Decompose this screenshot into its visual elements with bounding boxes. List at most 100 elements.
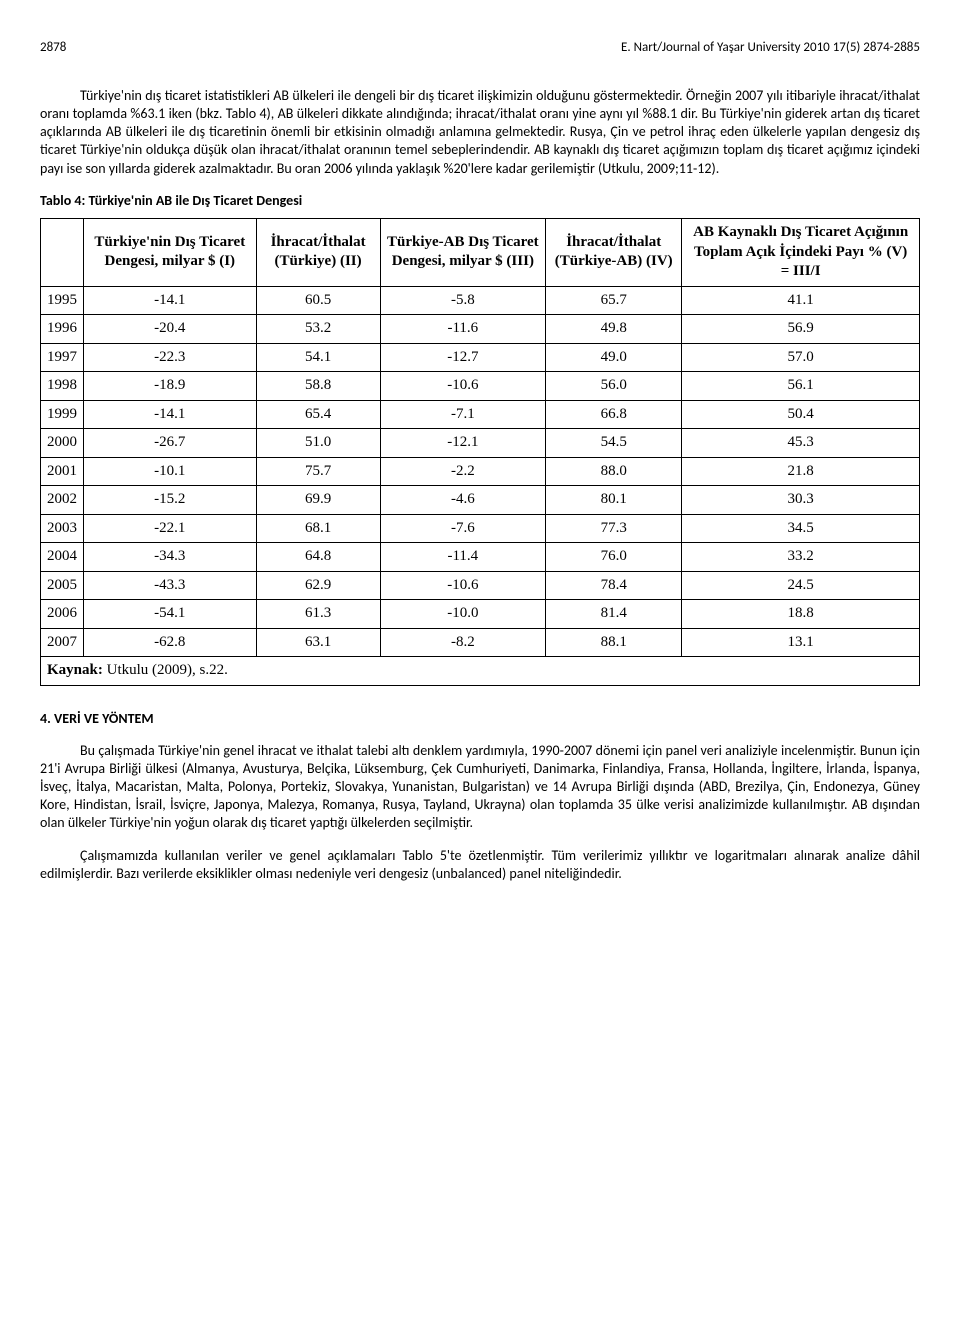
header-col1: Türkiye'nin Dış Ticaret Dengesi, milyar … xyxy=(84,219,257,287)
cell-c4: 80.1 xyxy=(546,486,682,515)
cell-year: 2004 xyxy=(41,543,84,572)
cell-c3: -8.2 xyxy=(380,628,545,657)
cell-year: 1998 xyxy=(41,372,84,401)
table-row: 2007-62.863.1-8.288.113.1 xyxy=(41,628,920,657)
cell-c5: 30.3 xyxy=(682,486,920,515)
cell-c5: 56.9 xyxy=(682,315,920,344)
table4-title: Tablo 4: Türkiye'nin AB ile Dış Ticaret … xyxy=(40,192,920,210)
cell-c4: 49.0 xyxy=(546,343,682,372)
section4-p1: Bu çalışmada Türkiye'nin genel ihracat v… xyxy=(40,742,920,833)
cell-c2: 60.5 xyxy=(256,286,380,315)
section4-p2: Çalışmamızda kullanılan veriler ve genel… xyxy=(40,847,920,883)
page-header: 2878 E. Nart/Journal of Yaşar University… xyxy=(40,40,920,57)
cell-c3: -7.1 xyxy=(380,400,545,429)
header-col4: İhracat/İthalat (Türkiye-AB) (IV) xyxy=(546,219,682,287)
cell-c2: 62.9 xyxy=(256,571,380,600)
cell-c2: 68.1 xyxy=(256,514,380,543)
header-col2: İhracat/İthalat (Türkiye) (II) xyxy=(256,219,380,287)
source-text: Utkulu (2009), s.22. xyxy=(103,662,228,678)
cell-c1: -14.1 xyxy=(84,400,257,429)
cell-c3: -10.0 xyxy=(380,600,545,629)
cell-year: 2002 xyxy=(41,486,84,515)
cell-c1: -54.1 xyxy=(84,600,257,629)
table-row: 2006-54.161.3-10.081.418.8 xyxy=(41,600,920,629)
cell-c1: -15.2 xyxy=(84,486,257,515)
cell-c5: 41.1 xyxy=(682,286,920,315)
cell-c2: 65.4 xyxy=(256,400,380,429)
table-row: 2003-22.168.1-7.677.334.5 xyxy=(41,514,920,543)
cell-c5: 57.0 xyxy=(682,343,920,372)
cell-year: 1999 xyxy=(41,400,84,429)
cell-c3: -11.6 xyxy=(380,315,545,344)
cell-c3: -4.6 xyxy=(380,486,545,515)
cell-c2: 69.9 xyxy=(256,486,380,515)
cell-c3: -10.6 xyxy=(380,372,545,401)
cell-year: 2006 xyxy=(41,600,84,629)
cell-c3: -12.1 xyxy=(380,429,545,458)
cell-c2: 64.8 xyxy=(256,543,380,572)
table4: Türkiye'nin Dış Ticaret Dengesi, milyar … xyxy=(40,218,920,686)
table-row: 2001-10.175.7-2.288.021.8 xyxy=(41,457,920,486)
table-row: 1995-14.160.5-5.865.741.1 xyxy=(41,286,920,315)
cell-year: 2003 xyxy=(41,514,84,543)
source-label: Kaynak: xyxy=(47,662,103,678)
cell-c2: 54.1 xyxy=(256,343,380,372)
section4-title: 4. VERİ VE YÖNTEM xyxy=(40,710,920,728)
table-row: 2004-34.364.8-11.476.033.2 xyxy=(41,543,920,572)
header-col3: Türkiye-AB Dış Ticaret Dengesi, milyar $… xyxy=(380,219,545,287)
cell-c4: 81.4 xyxy=(546,600,682,629)
cell-c1: -26.7 xyxy=(84,429,257,458)
table-row: 1999-14.165.4-7.166.850.4 xyxy=(41,400,920,429)
cell-year: 1997 xyxy=(41,343,84,372)
cell-c3: -10.6 xyxy=(380,571,545,600)
cell-c5: 34.5 xyxy=(682,514,920,543)
journal-reference: E. Nart/Journal of Yaşar University 2010… xyxy=(621,40,920,57)
table-row: 2005-43.362.9-10.678.424.5 xyxy=(41,571,920,600)
header-empty xyxy=(41,219,84,287)
cell-c2: 53.2 xyxy=(256,315,380,344)
cell-c5: 56.1 xyxy=(682,372,920,401)
cell-c4: 66.8 xyxy=(546,400,682,429)
cell-c3: -2.2 xyxy=(380,457,545,486)
cell-year: 2000 xyxy=(41,429,84,458)
cell-c4: 88.1 xyxy=(546,628,682,657)
cell-c2: 75.7 xyxy=(256,457,380,486)
cell-c4: 78.4 xyxy=(546,571,682,600)
cell-c5: 18.8 xyxy=(682,600,920,629)
cell-c5: 33.2 xyxy=(682,543,920,572)
cell-c1: -62.8 xyxy=(84,628,257,657)
cell-c1: -34.3 xyxy=(84,543,257,572)
table-row: 1996-20.453.2-11.649.856.9 xyxy=(41,315,920,344)
cell-c2: 61.3 xyxy=(256,600,380,629)
cell-year: 2001 xyxy=(41,457,84,486)
cell-c4: 56.0 xyxy=(546,372,682,401)
cell-c2: 63.1 xyxy=(256,628,380,657)
cell-c1: -22.1 xyxy=(84,514,257,543)
paragraph-intro: Türkiye'nin dış ticaret istatistikleri A… xyxy=(40,87,920,178)
cell-c3: -11.4 xyxy=(380,543,545,572)
cell-c4: 77.3 xyxy=(546,514,682,543)
cell-c5: 13.1 xyxy=(682,628,920,657)
table4-source-row: Kaynak: Utkulu (2009), s.22. xyxy=(41,657,920,686)
cell-c2: 51.0 xyxy=(256,429,380,458)
cell-c4: 54.5 xyxy=(546,429,682,458)
cell-c1: -14.1 xyxy=(84,286,257,315)
cell-c4: 76.0 xyxy=(546,543,682,572)
page-number: 2878 xyxy=(40,40,66,57)
cell-year: 2007 xyxy=(41,628,84,657)
cell-c1: -43.3 xyxy=(84,571,257,600)
cell-c4: 65.7 xyxy=(546,286,682,315)
cell-year: 1995 xyxy=(41,286,84,315)
cell-c5: 45.3 xyxy=(682,429,920,458)
cell-c4: 88.0 xyxy=(546,457,682,486)
cell-c3: -12.7 xyxy=(380,343,545,372)
header-col5: AB Kaynaklı Dış Ticaret Açığının Toplam … xyxy=(682,219,920,287)
cell-c3: -7.6 xyxy=(380,514,545,543)
cell-c1: -10.1 xyxy=(84,457,257,486)
cell-c2: 58.8 xyxy=(256,372,380,401)
table4-source-cell: Kaynak: Utkulu (2009), s.22. xyxy=(41,657,920,686)
cell-c1: -20.4 xyxy=(84,315,257,344)
cell-c5: 21.8 xyxy=(682,457,920,486)
table-row: 1998-18.958.8-10.656.056.1 xyxy=(41,372,920,401)
cell-c1: -18.9 xyxy=(84,372,257,401)
